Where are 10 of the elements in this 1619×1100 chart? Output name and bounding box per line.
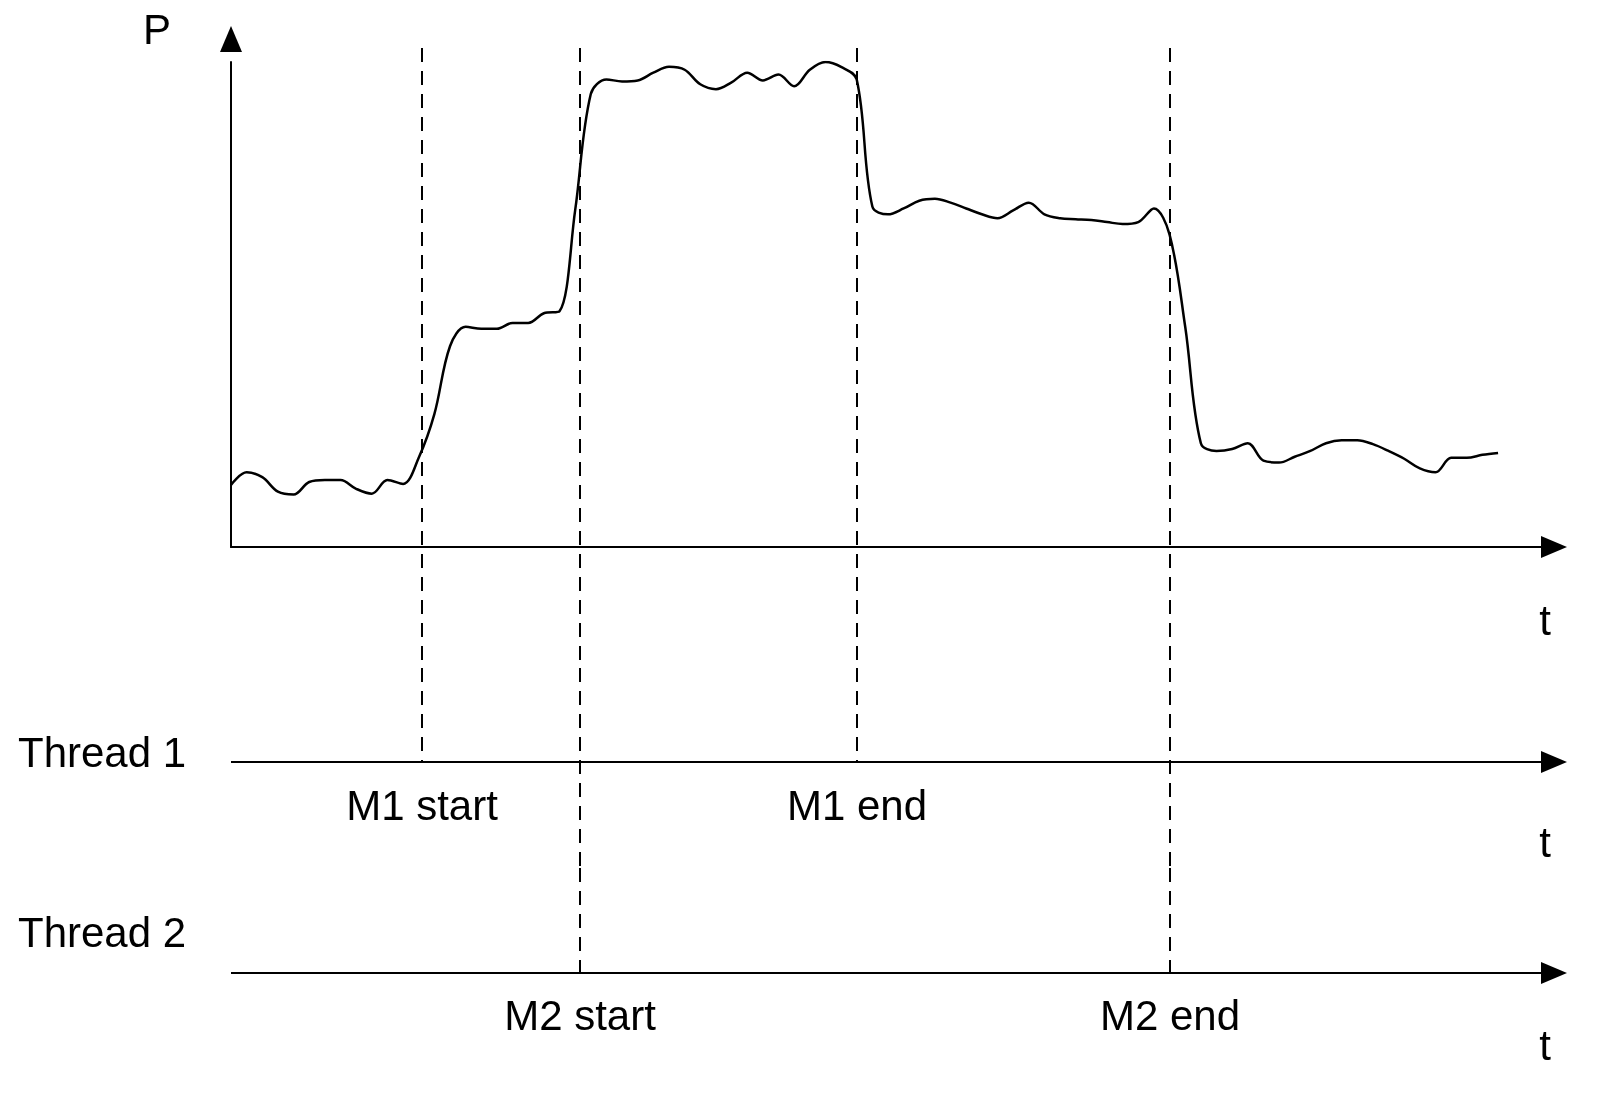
text: M1 end — [786, 781, 928, 829]
text: M2 end — [1099, 991, 1241, 1039]
text: M2 start — [504, 991, 657, 1039]
text: Thread 1 — [18, 728, 187, 776]
text: Thread 2 — [18, 908, 187, 956]
text: t — [1539, 818, 1552, 866]
text: M1 start — [346, 781, 499, 829]
x-axis-title: t — [1539, 596, 1552, 644]
text: t — [1539, 1021, 1552, 1069]
y-axis-title: P — [142, 5, 171, 53]
